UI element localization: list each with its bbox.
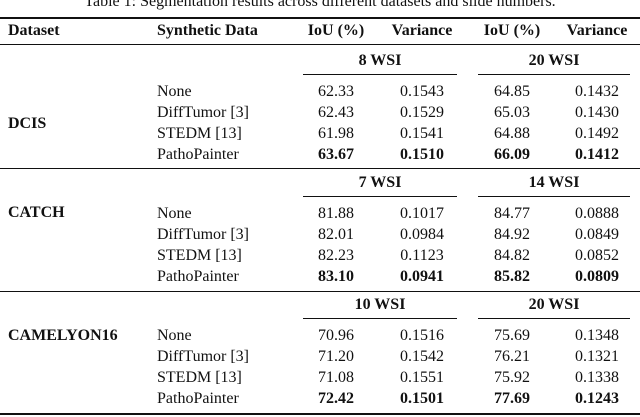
value-cell: 0.1123: [400, 247, 444, 264]
value-cell: 63.67: [318, 146, 354, 163]
group-header: 7 WSI: [358, 174, 402, 191]
value-cell: 0.0888: [575, 205, 619, 222]
value-cell: 65.03: [494, 104, 530, 121]
value-cell: 0.1516: [400, 327, 444, 344]
value-cell: 82.23: [318, 247, 354, 264]
value-cell: 77.69: [494, 390, 530, 407]
value-cell: 0.0984: [400, 226, 444, 243]
value-cell: 0.1501: [400, 390, 444, 407]
value-cell: 0.0809: [575, 268, 619, 285]
method-cell: None: [157, 83, 192, 100]
group-underline: [303, 74, 457, 75]
group-underline: [478, 74, 630, 75]
header-cell: Dataset: [8, 22, 60, 39]
value-cell: 71.08: [318, 369, 354, 386]
group-header: 10 WSI: [354, 296, 406, 313]
value-cell: 0.1430: [575, 104, 619, 121]
group-underline: [303, 318, 457, 319]
group-underline: [303, 196, 457, 197]
value-cell: 0.1551: [400, 369, 444, 386]
value-cell: 0.1541: [400, 125, 444, 142]
value-cell: 0.1542: [400, 348, 444, 365]
group-header: 20 WSI: [528, 52, 580, 69]
value-cell: 0.1348: [575, 327, 619, 344]
dataset-label: CATCH: [8, 204, 65, 221]
header-cell: IoU (%): [307, 22, 365, 39]
group-underline: [478, 196, 630, 197]
value-cell: 85.82: [494, 268, 530, 285]
value-cell: 0.1543: [400, 83, 444, 100]
method-cell: PathoPainter: [157, 268, 239, 285]
value-cell: 0.1243: [575, 390, 619, 407]
value-cell: 0.1432: [575, 83, 619, 100]
section-rule: [0, 291, 640, 292]
header-cell: IoU (%): [483, 22, 541, 39]
header-rule: [0, 44, 640, 45]
value-cell: 0.0852: [575, 247, 619, 264]
method-cell: None: [157, 205, 192, 222]
value-cell: 66.09: [494, 146, 530, 163]
value-cell: 83.10: [318, 268, 354, 285]
value-cell: 81.88: [318, 205, 354, 222]
value-cell: 61.98: [318, 125, 354, 142]
caption: Table 1: Segmentation results across dif…: [84, 0, 556, 10]
method-cell: DiffTumor [3]: [157, 104, 250, 121]
method-cell: STEDM [13]: [157, 125, 242, 142]
dataset-label: CAMELYON16: [8, 327, 118, 344]
method-cell: PathoPainter: [157, 390, 239, 407]
value-cell: 76.21: [494, 348, 530, 365]
value-cell: 64.88: [494, 125, 530, 142]
value-cell: 75.92: [494, 369, 530, 386]
value-cell: 0.1017: [400, 205, 444, 222]
value-cell: 64.85: [494, 83, 530, 100]
value-cell: 0.1510: [400, 146, 444, 163]
value-cell: 72.42: [318, 390, 354, 407]
value-cell: 0.0849: [575, 226, 619, 243]
value-cell: 0.1412: [575, 146, 619, 163]
dataset-label: DCIS: [8, 115, 47, 132]
value-cell: 84.82: [494, 247, 530, 264]
method-cell: PathoPainter: [157, 146, 239, 163]
section-rule: [0, 168, 640, 169]
value-cell: 0.0941: [400, 268, 444, 285]
value-cell: 84.77: [494, 205, 530, 222]
value-cell: 82.01: [318, 226, 354, 243]
value-cell: 0.1492: [575, 125, 619, 142]
top-rule: [0, 17, 640, 19]
header-cell: Synthetic Data: [157, 22, 258, 39]
value-cell: 71.20: [318, 348, 354, 365]
value-cell: 0.1529: [400, 104, 444, 121]
value-cell: 70.96: [318, 327, 354, 344]
value-cell: 0.1321: [575, 348, 619, 365]
header-cell: Variance: [566, 22, 628, 39]
value-cell: 62.33: [318, 83, 354, 100]
method-cell: STEDM [13]: [157, 369, 242, 386]
header-cell: Variance: [391, 22, 453, 39]
group-header: 8 WSI: [358, 52, 402, 69]
group-header: 20 WSI: [528, 296, 580, 313]
method-cell: STEDM [13]: [157, 247, 242, 264]
method-cell: DiffTumor [3]: [157, 348, 250, 365]
value-cell: 0.1338: [575, 369, 619, 386]
value-cell: 75.69: [494, 327, 530, 344]
bottom-rule: [0, 413, 640, 415]
method-cell: DiffTumor [3]: [157, 226, 250, 243]
method-cell: None: [157, 327, 192, 344]
value-cell: 62.43: [318, 104, 354, 121]
value-cell: 84.92: [494, 226, 530, 243]
group-underline: [478, 318, 630, 319]
group-header: 14 WSI: [528, 174, 580, 191]
